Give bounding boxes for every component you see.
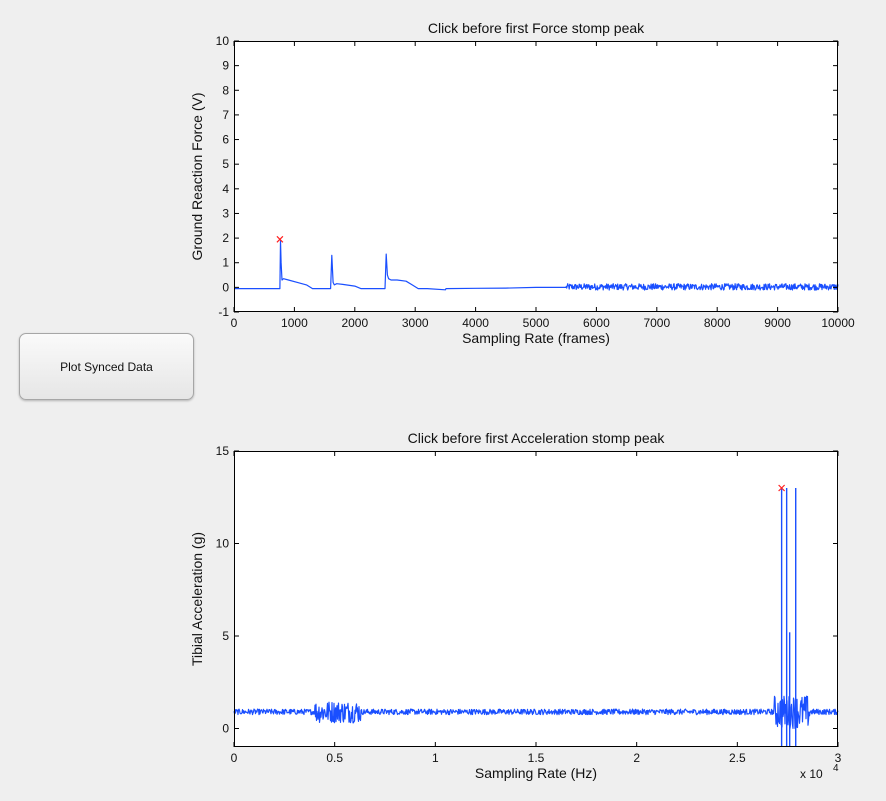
chart1-x-tick-label: 7000	[643, 316, 670, 330]
chart2-x-multiplier-exponent: 4	[833, 763, 839, 774]
chart1-y-tick-label: -1	[218, 305, 229, 319]
chart1-x-tick-label: 2000	[341, 316, 368, 330]
chart1-x-tick-label: 3000	[402, 316, 429, 330]
chart1-x-tick-label: 4000	[462, 316, 489, 330]
chart1-plot-area	[234, 41, 838, 312]
chart2-peak-marker	[778, 484, 786, 492]
chart2-y-tick-label: 10	[216, 537, 230, 551]
chart1-y-tick-label: 1	[222, 256, 229, 270]
chart1-y-tick-label: 9	[222, 59, 229, 73]
chart1-y-tick-label: 10	[216, 34, 230, 48]
chart1-y-tick-label: 0	[222, 280, 229, 294]
chart1-y-tick-label: 3	[222, 206, 229, 220]
chart1-series-line	[234, 240, 567, 291]
chart1-x-tick-label: 10000	[821, 316, 855, 330]
chart2-x-axis-label: Sampling Rate (Hz)	[475, 765, 597, 781]
chart2-x-multiplier: x 10	[800, 767, 823, 781]
chart1-x-axis-label: Sampling Rate (frames)	[462, 330, 610, 346]
chart1-x-tick-label: 6000	[583, 316, 610, 330]
chart2-plot-area	[234, 451, 838, 747]
chart2-x-tick-label: 3	[835, 751, 842, 765]
chart1-y-tick-label: 5	[222, 157, 229, 171]
chart2-title: Click before first Acceleration stomp pe…	[408, 430, 666, 446]
chart2-x-tick-label: 0.5	[326, 751, 343, 765]
chart2-y-tick-label: 0	[222, 722, 229, 736]
chart1-x-tick-label: 5000	[523, 316, 550, 330]
chart1-y-axis-label: Ground Reaction Force (V)	[189, 92, 205, 260]
chart1-noise-line	[565, 283, 839, 291]
chart2-signal-line	[233, 695, 839, 729]
chart2-y-tick-label: 5	[222, 629, 229, 643]
chart1-y-tick-label: 6	[222, 133, 229, 147]
chart1-peak-marker	[276, 235, 284, 243]
chart2-x-tick-label: 1	[432, 751, 439, 765]
plot-synced-data-button[interactable]: Plot Synced Data	[19, 333, 194, 400]
chart2-x-tick-label: 2	[633, 751, 640, 765]
chart1-x-tick-label: 8000	[704, 316, 731, 330]
chart1-y-tick-label: 2	[222, 231, 229, 245]
chart1-x-tick-label: 1000	[281, 316, 308, 330]
chart2-y-tick-label: 15	[216, 444, 230, 458]
chart1-y-tick-label: 4	[222, 182, 229, 196]
chart2-y-axis-label: Tibial Acceleration (g)	[189, 532, 205, 666]
chart2-x-tick-label: 1.5	[528, 751, 545, 765]
chart1-x-tick-label: 9000	[764, 316, 791, 330]
chart2-x-tick-label: 0	[231, 751, 238, 765]
chart1-y-tick-label: 7	[222, 108, 229, 122]
chart2-x-tick-label: 2.5	[729, 751, 746, 765]
chart1-y-tick-label: 8	[222, 83, 229, 97]
chart1-title: Click before first Force stomp peak	[428, 20, 645, 36]
chart1-x-tick-label: 0	[231, 316, 238, 330]
